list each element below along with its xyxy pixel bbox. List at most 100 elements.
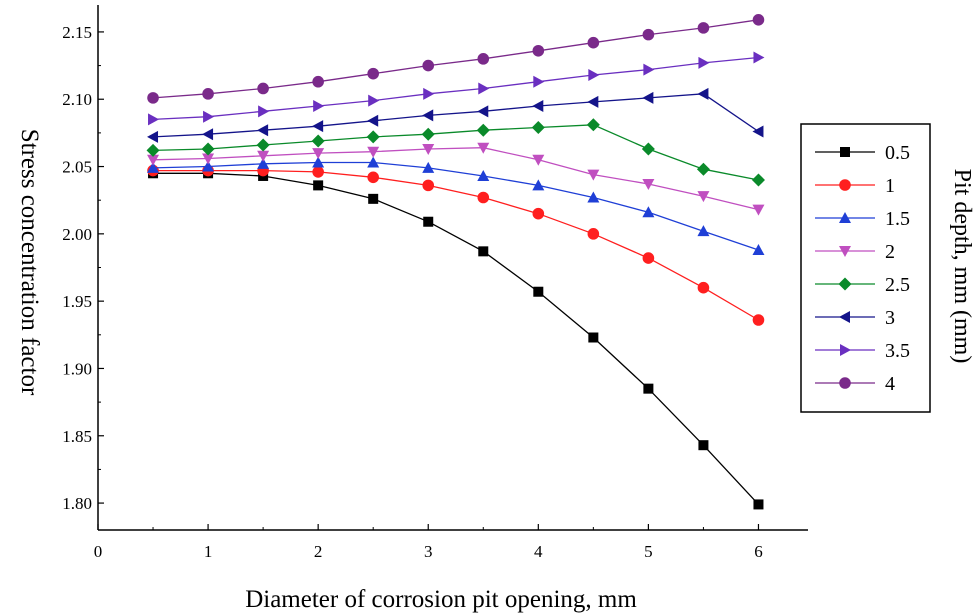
data-point: [533, 286, 544, 297]
x-axis-title: Diameter of corrosion pit opening, mm: [245, 586, 637, 613]
series-layer: [146, 14, 765, 510]
data-point: [751, 173, 765, 187]
data-point: [477, 169, 490, 181]
data-point: [587, 36, 600, 49]
data-point: [367, 67, 379, 80]
data-point: [147, 92, 159, 104]
data-point: [312, 120, 324, 133]
y-tick-label: 2.05: [62, 158, 92, 177]
legend-marker: [838, 277, 852, 291]
legend-marker: [839, 212, 851, 223]
data-point: [532, 154, 545, 166]
legend-label: 3.5: [885, 340, 910, 362]
data-point: [147, 154, 160, 166]
data-point: [313, 99, 325, 112]
data-point: [697, 191, 710, 203]
legend-marker: [839, 179, 851, 191]
data-point: [478, 82, 490, 95]
data-point: [256, 138, 270, 152]
data-point: [532, 179, 545, 191]
data-point: [423, 216, 434, 227]
data-point: [642, 28, 655, 41]
legend-entry-4: 4: [815, 373, 895, 395]
legend-marker: [840, 147, 850, 157]
data-point: [587, 169, 600, 181]
legend-label: 2: [885, 241, 895, 263]
data-point: [313, 180, 324, 191]
series-2: [147, 142, 765, 216]
data-point: [311, 134, 325, 148]
data-point: [203, 110, 215, 123]
series-line-3.5: [152, 56, 759, 121]
data-point: [257, 82, 269, 95]
legend-entry-3: 3: [815, 307, 895, 329]
series-line-0.5: [153, 172, 759, 505]
series-1.5: [147, 156, 765, 255]
data-point: [477, 142, 490, 154]
data-point: [312, 148, 325, 160]
data-point: [752, 244, 765, 255]
legend-label: 0.5: [885, 142, 910, 164]
y-axis-title: Stress concentration factor: [16, 129, 43, 396]
data-point: [147, 130, 159, 143]
x-tick-label: 1: [204, 542, 213, 561]
data-point: [642, 91, 654, 104]
data-point: [146, 143, 160, 157]
data-point: [476, 123, 490, 137]
data-point: [422, 161, 435, 173]
data-point: [312, 166, 324, 178]
data-point: [753, 51, 765, 64]
y-tick-label: 2.15: [62, 23, 92, 42]
axes: 0 1 2 3 4 5 6 1.80 1.85 1.90 1.95 2.00 2.05 2.10 2.15: [62, 5, 808, 561]
legend-marker: [839, 246, 851, 257]
data-point: [258, 105, 270, 118]
legend-entry-3.5: 3.5: [815, 340, 910, 362]
data-point: [642, 179, 655, 191]
data-point: [423, 87, 435, 100]
data-point: [533, 75, 545, 88]
x-tick-label: 5: [644, 542, 653, 561]
data-point: [752, 204, 765, 216]
legend-label: 3: [885, 307, 895, 329]
data-point: [257, 157, 270, 169]
data-point: [422, 109, 434, 122]
legend-entry-2: 2: [815, 241, 895, 263]
data-point: [588, 332, 599, 343]
data-point: [367, 171, 379, 184]
data-point: [643, 383, 654, 394]
series-line-2: [152, 147, 759, 211]
data-point: [478, 246, 489, 257]
legend-entry-1: 1: [815, 175, 895, 197]
data-point: [148, 113, 160, 126]
x-tick-label: 0: [94, 542, 103, 561]
data-point: [752, 125, 764, 138]
data-point: [697, 225, 710, 237]
data-point: [367, 114, 379, 127]
data-point: [367, 156, 380, 168]
legend-label: 2.5: [885, 274, 910, 296]
data-point: [368, 193, 379, 204]
y-tick-label: 1.80: [62, 494, 92, 513]
data-point: [422, 144, 435, 156]
legend-label: 1.5: [885, 208, 910, 230]
y-tick-label: 1.85: [62, 427, 92, 446]
x-tick-label: 2: [314, 542, 323, 561]
legend-box: [800, 123, 931, 413]
legend-entry-0.5: 0.5: [815, 142, 910, 164]
data-point: [367, 146, 380, 158]
data-point: [752, 14, 765, 26]
data-point: [586, 118, 600, 132]
data-point: [421, 127, 435, 141]
data-point: [257, 124, 269, 137]
data-point: [202, 160, 215, 172]
legend-label: 4: [885, 373, 895, 395]
data-point: [147, 161, 160, 173]
series-3: [147, 87, 764, 143]
data-point: [698, 440, 709, 451]
data-point: [588, 69, 600, 81]
series-line-1: [153, 169, 759, 321]
data-point: [587, 95, 599, 108]
data-point: [368, 94, 380, 107]
y-tick-label: 2.00: [62, 225, 92, 244]
